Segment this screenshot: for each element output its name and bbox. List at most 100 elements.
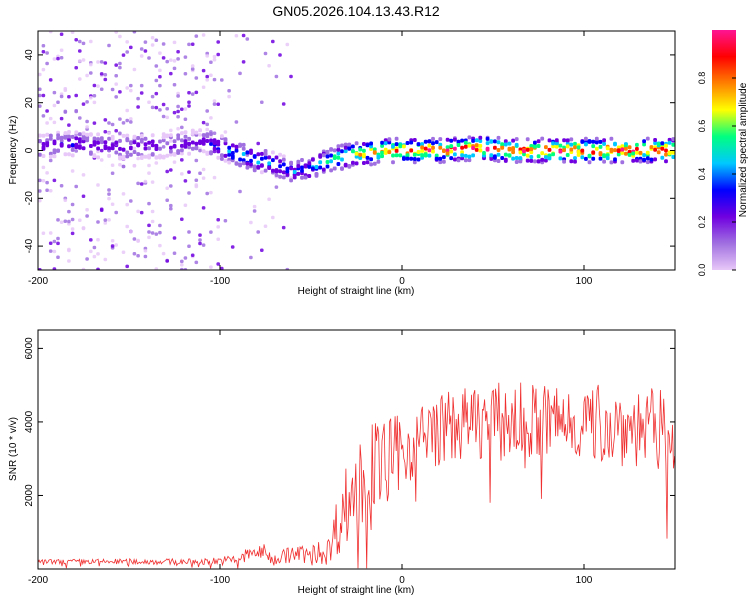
heatmap-cell bbox=[143, 249, 148, 253]
heatmap-cell bbox=[667, 140, 672, 145]
heatmap-cell bbox=[281, 154, 286, 159]
heatmap-cell bbox=[329, 168, 333, 173]
heatmap-cell bbox=[638, 150, 643, 155]
heatmap-cell bbox=[285, 169, 290, 174]
heatmap-cell bbox=[56, 56, 60, 61]
heatmap-cell bbox=[56, 241, 60, 246]
heatmap-cell bbox=[336, 151, 341, 156]
heatmap-cell bbox=[220, 156, 224, 161]
heatmap-cell bbox=[536, 154, 541, 159]
heatmap-cell bbox=[143, 136, 148, 141]
heatmap-cell bbox=[238, 163, 242, 168]
heatmap-cell bbox=[562, 138, 566, 143]
heatmap-cell bbox=[216, 237, 220, 241]
heatmap-cell bbox=[354, 154, 359, 159]
heatmap-cell bbox=[172, 59, 177, 63]
heatmap-cell bbox=[172, 251, 177, 255]
heatmap-cell bbox=[507, 146, 512, 151]
heatmap-cell bbox=[114, 95, 118, 99]
heatmap-cell bbox=[147, 223, 151, 228]
heatmap-cell bbox=[190, 129, 195, 133]
heatmap-cell bbox=[38, 178, 42, 183]
heatmap-cell bbox=[245, 161, 250, 166]
heatmap-cell bbox=[198, 128, 202, 133]
heatmap-cell bbox=[573, 145, 577, 150]
heatmap-cell bbox=[198, 148, 202, 153]
heatmap-cell bbox=[190, 146, 195, 151]
heatmap-cell bbox=[114, 82, 118, 86]
heatmap-cell bbox=[205, 54, 209, 58]
heatmap-cell bbox=[522, 149, 526, 154]
colorbar-tick-label: 0.8 bbox=[697, 72, 707, 85]
heatmap-cell bbox=[136, 209, 140, 214]
heatmap-cell bbox=[576, 150, 581, 154]
heatmap-cell bbox=[565, 141, 570, 146]
heatmap-cell bbox=[653, 141, 657, 145]
heatmap-cell bbox=[591, 156, 596, 161]
heatmap-cell bbox=[321, 167, 326, 172]
heatmap-cell bbox=[343, 163, 348, 168]
heatmap-cell bbox=[78, 218, 82, 222]
heatmap-cell bbox=[380, 140, 384, 145]
heatmap-cell bbox=[165, 115, 169, 120]
heatmap-cell bbox=[81, 194, 86, 198]
heatmap-cell bbox=[365, 155, 370, 160]
heatmap-cell bbox=[56, 255, 60, 259]
heatmap-cell bbox=[409, 156, 414, 161]
heatmap-cell bbox=[351, 160, 355, 165]
heatmap-cell bbox=[150, 43, 155, 47]
heatmap-cell bbox=[405, 153, 410, 158]
heatmap-cell bbox=[99, 60, 104, 64]
heatmap-cell bbox=[41, 154, 46, 158]
heatmap-cell bbox=[118, 131, 122, 135]
heatmap-cell bbox=[48, 154, 53, 159]
heatmap-cell bbox=[434, 153, 439, 158]
heatmap-cell bbox=[89, 39, 93, 44]
heatmap-cell bbox=[267, 155, 272, 160]
heatmap-cell bbox=[85, 125, 89, 129]
snr-x-tick-label: 0 bbox=[399, 575, 405, 586]
heatmap-cell bbox=[620, 150, 625, 155]
heatmap-cell bbox=[347, 146, 352, 151]
heatmap-cell bbox=[125, 224, 129, 229]
heatmap-cell bbox=[223, 130, 228, 134]
heatmap-cell bbox=[187, 244, 191, 248]
heatmap-cell bbox=[263, 168, 268, 173]
heatmap-cell bbox=[147, 153, 151, 158]
heatmap-cell bbox=[52, 141, 57, 146]
heatmap-cell bbox=[158, 139, 162, 144]
heatmap-cell bbox=[671, 155, 675, 159]
heatmap-cell bbox=[216, 102, 220, 106]
heatmap-cell bbox=[147, 100, 151, 104]
heatmap-cell bbox=[471, 146, 475, 150]
heatmap-cell bbox=[321, 153, 326, 158]
heatmap-cell bbox=[351, 144, 355, 149]
heatmap-cell bbox=[525, 137, 530, 142]
heatmap-cell bbox=[376, 159, 381, 164]
heatmap-cell bbox=[438, 137, 443, 142]
heatmap-cell bbox=[558, 156, 563, 161]
heatmap-cell bbox=[427, 148, 432, 153]
heatmap-cell bbox=[645, 136, 650, 141]
heatmap-cell bbox=[81, 41, 86, 46]
heatmap-cell bbox=[172, 83, 177, 87]
heatmap-cell bbox=[212, 54, 217, 59]
heatmap-cell bbox=[70, 147, 75, 152]
heatmap-cell bbox=[125, 154, 130, 159]
heatmap-cell bbox=[271, 215, 275, 220]
heatmap-cell bbox=[496, 148, 501, 152]
heatmap-cell bbox=[372, 161, 377, 166]
heatmap-cell bbox=[402, 156, 406, 161]
heatmap-cell bbox=[103, 221, 108, 225]
heatmap-cell bbox=[143, 179, 148, 184]
heatmap-cell bbox=[74, 149, 78, 153]
heatmap-cell bbox=[180, 217, 184, 221]
heatmap-cell bbox=[201, 137, 206, 142]
heatmap-cell bbox=[201, 33, 206, 37]
heatmap-cell bbox=[121, 154, 126, 159]
heatmap-cell bbox=[281, 225, 286, 230]
heatmap-cell bbox=[383, 147, 388, 152]
heatmap-cell bbox=[205, 132, 210, 137]
heatmap-cell bbox=[416, 157, 421, 162]
